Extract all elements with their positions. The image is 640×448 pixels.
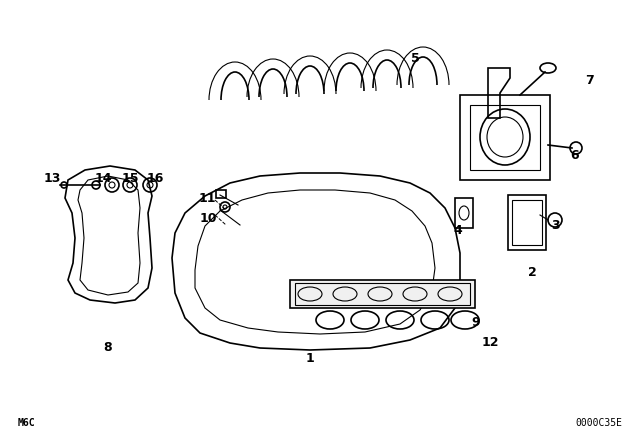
Text: 8: 8 [104,340,112,353]
Text: 2: 2 [527,266,536,279]
Bar [512,200,542,245]
Bar [290,280,475,308]
Text: 15: 15 [121,172,139,185]
Text: 7: 7 [586,73,595,86]
Text: 16: 16 [147,172,164,185]
Bar [460,95,550,180]
Text: 0000C35E: 0000C35E [575,418,622,428]
Bar [508,195,546,250]
Text: 11: 11 [198,191,216,204]
Text: 12: 12 [481,336,499,349]
Text: 10: 10 [199,211,217,224]
Text: 3: 3 [550,219,559,232]
Text: 1: 1 [306,352,314,365]
Text: 14: 14 [94,172,112,185]
Bar [470,105,540,170]
Bar [216,190,226,198]
Text: 4: 4 [454,224,462,237]
Text: 5: 5 [411,52,419,65]
Bar [455,198,473,228]
Bar [295,283,470,305]
Text: 13: 13 [44,172,61,185]
Text: 6: 6 [571,148,579,161]
Text: 9: 9 [472,315,480,328]
Text: M6C: M6C [18,418,36,428]
